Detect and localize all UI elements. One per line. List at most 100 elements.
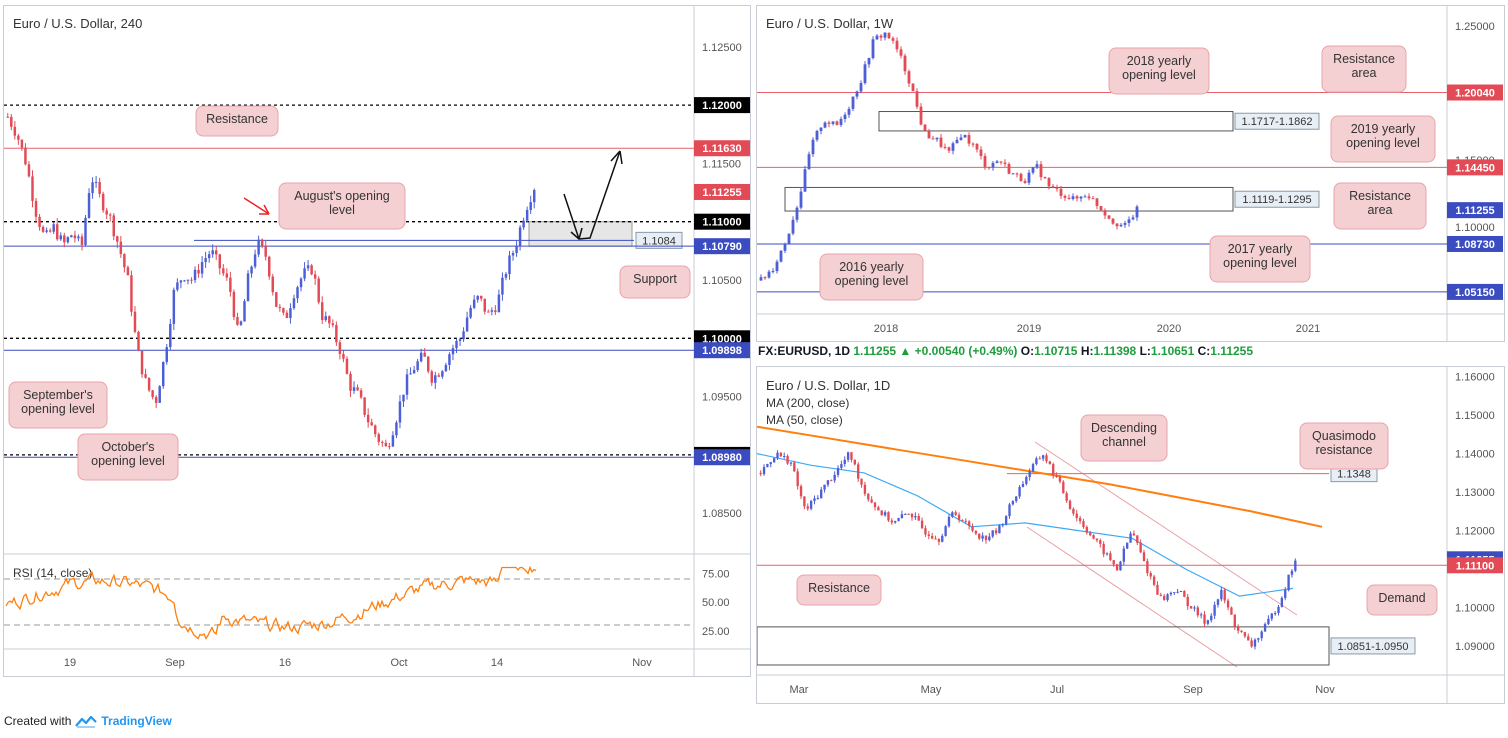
chart-panel-4h[interactable]: Euro / U.S. Dollar, 240 1.12500 1.11500 1.1… [3, 5, 751, 677]
candle-body [112, 215, 116, 237]
candle-body [971, 143, 975, 145]
callout-2017-text: opening level [1223, 256, 1297, 270]
callout-resistance [796, 574, 882, 606]
candle-body [807, 154, 811, 170]
candle-body [843, 114, 847, 120]
candle-body [1163, 595, 1166, 601]
y-tick-label: 1.10000 [1455, 222, 1495, 234]
level-1.10790-tag [694, 238, 750, 255]
level-1.11630-tag [694, 140, 750, 157]
candle-body [791, 219, 795, 234]
candle-body [437, 375, 441, 377]
quote-high-label: H: [1080, 344, 1094, 358]
x-tick-label: 2021 [1296, 323, 1320, 335]
zone-box [784, 186, 1234, 212]
level-1.05150-tag [1447, 283, 1503, 300]
callout-september [8, 381, 108, 429]
candle-body [897, 518, 900, 522]
quote-change: +0.00540 (+0.49%) [914, 344, 1018, 358]
candle-body [158, 386, 161, 403]
candle-body [1223, 589, 1226, 601]
candle-body [116, 236, 119, 242]
callout-resistance-text: Resistance [206, 112, 268, 126]
candle-body [27, 164, 31, 177]
candle-body [813, 498, 816, 501]
candle-body [1135, 206, 1139, 218]
quasimodo-value-text: 1.1348 [1337, 469, 1371, 481]
candle-body [1111, 218, 1115, 224]
candle-body [1139, 542, 1142, 553]
candle-body [1051, 186, 1055, 188]
candle-body [871, 39, 875, 59]
chart-4h-svg[interactable]: Euro / U.S. Dollar, 240 1.12500 1.11500 1.1… [4, 6, 751, 677]
candle-body [809, 500, 813, 509]
candle-body [1287, 574, 1290, 591]
candle-body [1159, 594, 1162, 596]
chart-panel-daily[interactable]: Euro / U.S. Dollar, 1D MA (200, close) MA … [756, 366, 1505, 704]
candle-body [13, 126, 17, 136]
candle-body [306, 265, 310, 269]
chart-title: Euro / U.S. Dollar, 1W [766, 16, 894, 31]
candle-body [783, 243, 787, 251]
candle-body [963, 135, 967, 138]
candle-body [880, 510, 883, 516]
callout-september-text: opening level [21, 402, 95, 416]
candle-body [1095, 538, 1099, 541]
candle-body [1083, 196, 1087, 198]
candle-body [222, 268, 225, 274]
candle-body [363, 397, 366, 415]
ma50-line [757, 453, 1294, 597]
candle-body [879, 35, 883, 38]
candle-body [395, 422, 398, 436]
candle-body [1203, 614, 1206, 624]
candle-body [172, 289, 176, 324]
candle-body [176, 282, 179, 290]
candle-body [1103, 210, 1107, 216]
callout-quasimodo [1299, 422, 1389, 470]
candle-body [1129, 533, 1132, 543]
rsi-tick-label: 75.00 [702, 568, 730, 580]
candle-body [1045, 455, 1048, 462]
candle-body [931, 138, 935, 140]
candle-body [1089, 532, 1092, 536]
demand-box-label-text: 1.0851-1.0950 [1338, 641, 1409, 653]
candle-body [423, 352, 426, 357]
candle-body [20, 139, 24, 148]
callout-support-text: Support [633, 272, 677, 286]
candle-body [1199, 614, 1203, 616]
y-tick-label: 1.09000 [1455, 641, 1495, 653]
candle-body [759, 472, 762, 475]
candle-body [855, 91, 859, 97]
candle-body [211, 250, 214, 255]
candle-body [1193, 607, 1196, 609]
candle-body [903, 55, 907, 72]
candle-body [501, 277, 504, 295]
candle-body [426, 356, 430, 372]
candle-body [1220, 589, 1223, 600]
candle-body [819, 127, 823, 131]
y-tick-label: 1.08500 [702, 508, 742, 520]
candle-body [483, 298, 487, 312]
candle-body [769, 462, 772, 465]
footer-brand[interactable]: TradingView [101, 714, 172, 728]
candle-body [487, 311, 490, 313]
chart-weekly-svg[interactable]: Euro / U.S. Dollar, 1W1.250001.150001.10… [757, 6, 1505, 342]
candle-body [850, 452, 853, 460]
candle-body [875, 35, 879, 40]
candle-body [1156, 584, 1159, 595]
candle-body [1290, 570, 1294, 575]
callout-resistance-area-text: Resistance [1349, 189, 1411, 203]
candle-body [6, 116, 10, 118]
chart-panel-weekly[interactable]: Euro / U.S. Dollar, 1W1.250001.150001.10… [756, 5, 1505, 342]
candle-body [981, 535, 984, 539]
chart-daily-svg[interactable]: Euro / U.S. Dollar, 1D MA (200, close) MA … [757, 367, 1505, 704]
candle-body [1176, 591, 1179, 593]
candle-body [1247, 636, 1250, 641]
candle-body [776, 452, 779, 459]
candle-body [214, 250, 218, 255]
candle-body [1119, 561, 1122, 571]
candle-body [961, 520, 964, 522]
y-tick-label: 1.09500 [702, 392, 742, 404]
candle-body [914, 515, 917, 518]
candle-body [827, 122, 831, 124]
